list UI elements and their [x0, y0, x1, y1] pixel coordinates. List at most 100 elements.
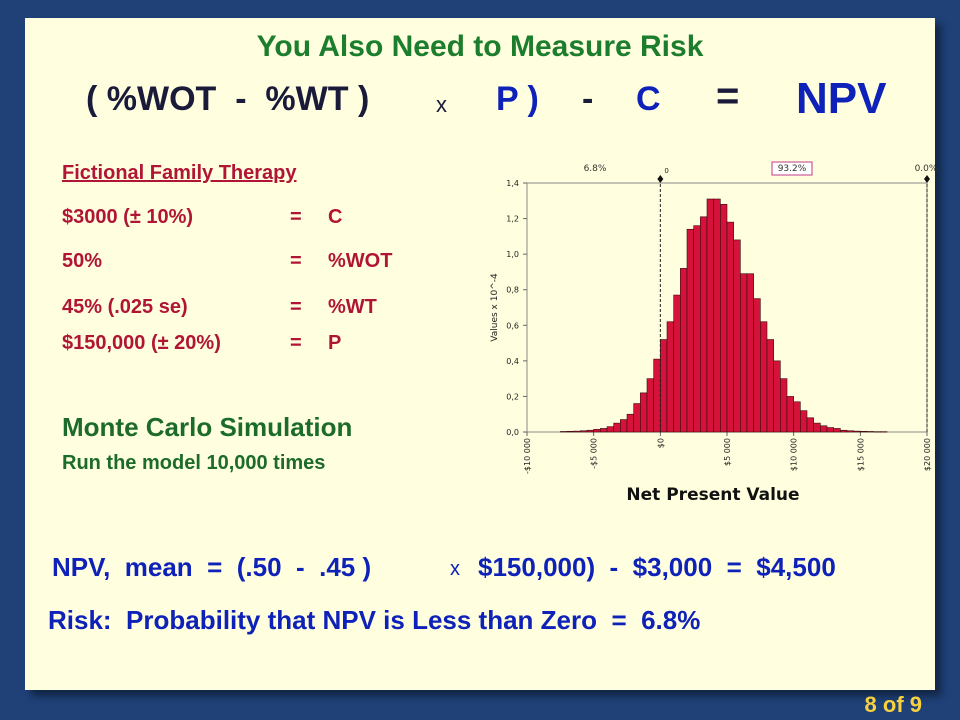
histogram-bar	[620, 419, 628, 433]
histogram-bar	[593, 429, 601, 433]
histogram-bar	[586, 429, 594, 433]
histogram-bar	[640, 392, 648, 433]
histogram-bar	[613, 422, 621, 433]
histogram-bar	[880, 431, 888, 433]
y-tick-label: 0,4	[506, 357, 519, 366]
npv-mean-times: x	[450, 558, 460, 580]
histogram-bar	[740, 273, 748, 433]
x-tick-label: $10 000	[790, 438, 799, 471]
page-number: 8 of 9	[864, 692, 922, 717]
histogram-bar	[866, 431, 874, 433]
y-tick-label: 1,2	[506, 215, 519, 224]
x-axis-label: Net Present Value	[626, 485, 799, 505]
npv-histogram-chart: 0,0 0,2 0,4 0,6 0,8 1,0 1,2 1,4 -$10 000 -$5 000 $…	[490, 161, 938, 505]
histogram-bar	[833, 428, 841, 433]
y-tick-label: 1,0	[506, 250, 519, 259]
histogram-bar	[566, 430, 574, 433]
formula-c: C	[636, 80, 661, 118]
slide-background	[25, 18, 935, 690]
cutoff-label: 0	[664, 167, 668, 175]
histogram-bar	[700, 216, 708, 433]
param-wt-var: %WT	[328, 296, 377, 318]
y-axis-label: Values x 10^-4	[490, 273, 500, 342]
param-wot-var: %WOT	[328, 250, 393, 272]
histogram-bar	[786, 396, 794, 433]
x-tick-label: $5 000	[723, 438, 732, 466]
simulation-heading: Monte Carlo Simulation	[62, 412, 353, 442]
param-wot-eq: =	[290, 250, 302, 272]
histogram-bar	[573, 430, 581, 433]
histogram-bar	[840, 429, 848, 433]
x-tick-label: $20 000	[923, 438, 932, 471]
histogram-bar	[673, 294, 681, 433]
param-cost-eq: =	[290, 206, 302, 228]
region-label-mid: 93.2%	[778, 164, 807, 174]
param-p-eq: =	[290, 332, 302, 354]
formula-minus: -	[582, 80, 594, 118]
formula-p: P )	[496, 80, 539, 118]
param-wt-value: 45% (.025 se)	[62, 296, 188, 318]
cutoff-diamond-icon	[924, 175, 930, 183]
histogram-bar	[813, 422, 821, 433]
param-p-var: P	[328, 332, 342, 354]
region-label-right: 0.0%	[915, 164, 938, 174]
y-tick-label: 0,8	[506, 286, 519, 295]
npv-mean-result: $150,000) - $3,000 = $4,500	[478, 552, 836, 582]
histogram-bar	[746, 273, 754, 433]
histogram-bar	[773, 360, 781, 433]
npv-mean-formula: NPV, mean = (.50 - .45 )	[52, 552, 372, 582]
histogram-bar	[686, 228, 694, 433]
histogram-bar	[800, 410, 808, 433]
histogram-bar	[760, 321, 768, 433]
cutoff-diamond-icon	[657, 175, 664, 183]
simulation-subtext: Run the model 10,000 times	[62, 452, 326, 474]
param-cost-value: $3000 (± 10%)	[62, 206, 194, 228]
x-tick-label: -$5 000	[590, 438, 599, 469]
formula-wot-wt: ( %WOT - %WT )	[86, 80, 370, 118]
risk-statement: Risk: Probability that NPV is Less than …	[48, 605, 701, 635]
histogram-bar	[560, 431, 568, 433]
region-label-left: 6.8%	[584, 164, 607, 174]
histogram-bar	[806, 417, 814, 433]
histogram-bar	[826, 427, 834, 433]
y-tick-label: 0,0	[506, 428, 519, 437]
y-tick-label: 0,2	[506, 392, 519, 401]
histogram-bar	[600, 428, 608, 433]
x-tick-label: -$10 000	[523, 438, 532, 474]
histogram-bar	[726, 221, 734, 433]
histogram-bar	[653, 358, 661, 433]
param-wt-eq: =	[290, 296, 302, 318]
histogram-bar	[606, 426, 614, 433]
param-p-value: $150,000 (± 20%)	[62, 332, 221, 354]
histogram-bar	[753, 298, 761, 433]
histogram-bar	[693, 225, 701, 433]
histogram-bar	[706, 198, 714, 433]
x-tick-label: $15 000	[856, 438, 865, 471]
histogram-bar	[780, 378, 788, 433]
histogram-bar	[793, 401, 801, 433]
param-wot-value: 50%	[62, 250, 103, 272]
histogram-bar	[713, 198, 721, 433]
histogram-bar	[626, 413, 634, 433]
histogram-bar	[666, 321, 674, 433]
histogram-bar	[633, 403, 641, 433]
y-tick-label: 0,6	[506, 321, 519, 330]
formula-equals: =	[716, 74, 740, 118]
histogram-bar	[860, 430, 868, 433]
formula-times: x	[436, 92, 447, 117]
slide-title: You Also Need to Measure Risk	[256, 30, 704, 63]
param-cost-var: C	[328, 206, 343, 228]
histogram-bar	[646, 378, 654, 433]
region-label-box	[771, 161, 813, 176]
example-heading: Fictional Family Therapy	[62, 162, 297, 184]
formula-npv: NPV	[796, 74, 887, 123]
histogram-bar	[820, 425, 828, 433]
histogram-bar	[873, 431, 881, 433]
histogram-bar	[720, 204, 728, 433]
histogram-bar	[766, 339, 774, 433]
histogram-bar	[846, 430, 854, 433]
y-tick-label: 1,4	[506, 179, 519, 188]
histogram-bar	[580, 430, 588, 433]
histogram-bar	[733, 239, 741, 433]
histogram-bar	[660, 339, 668, 433]
